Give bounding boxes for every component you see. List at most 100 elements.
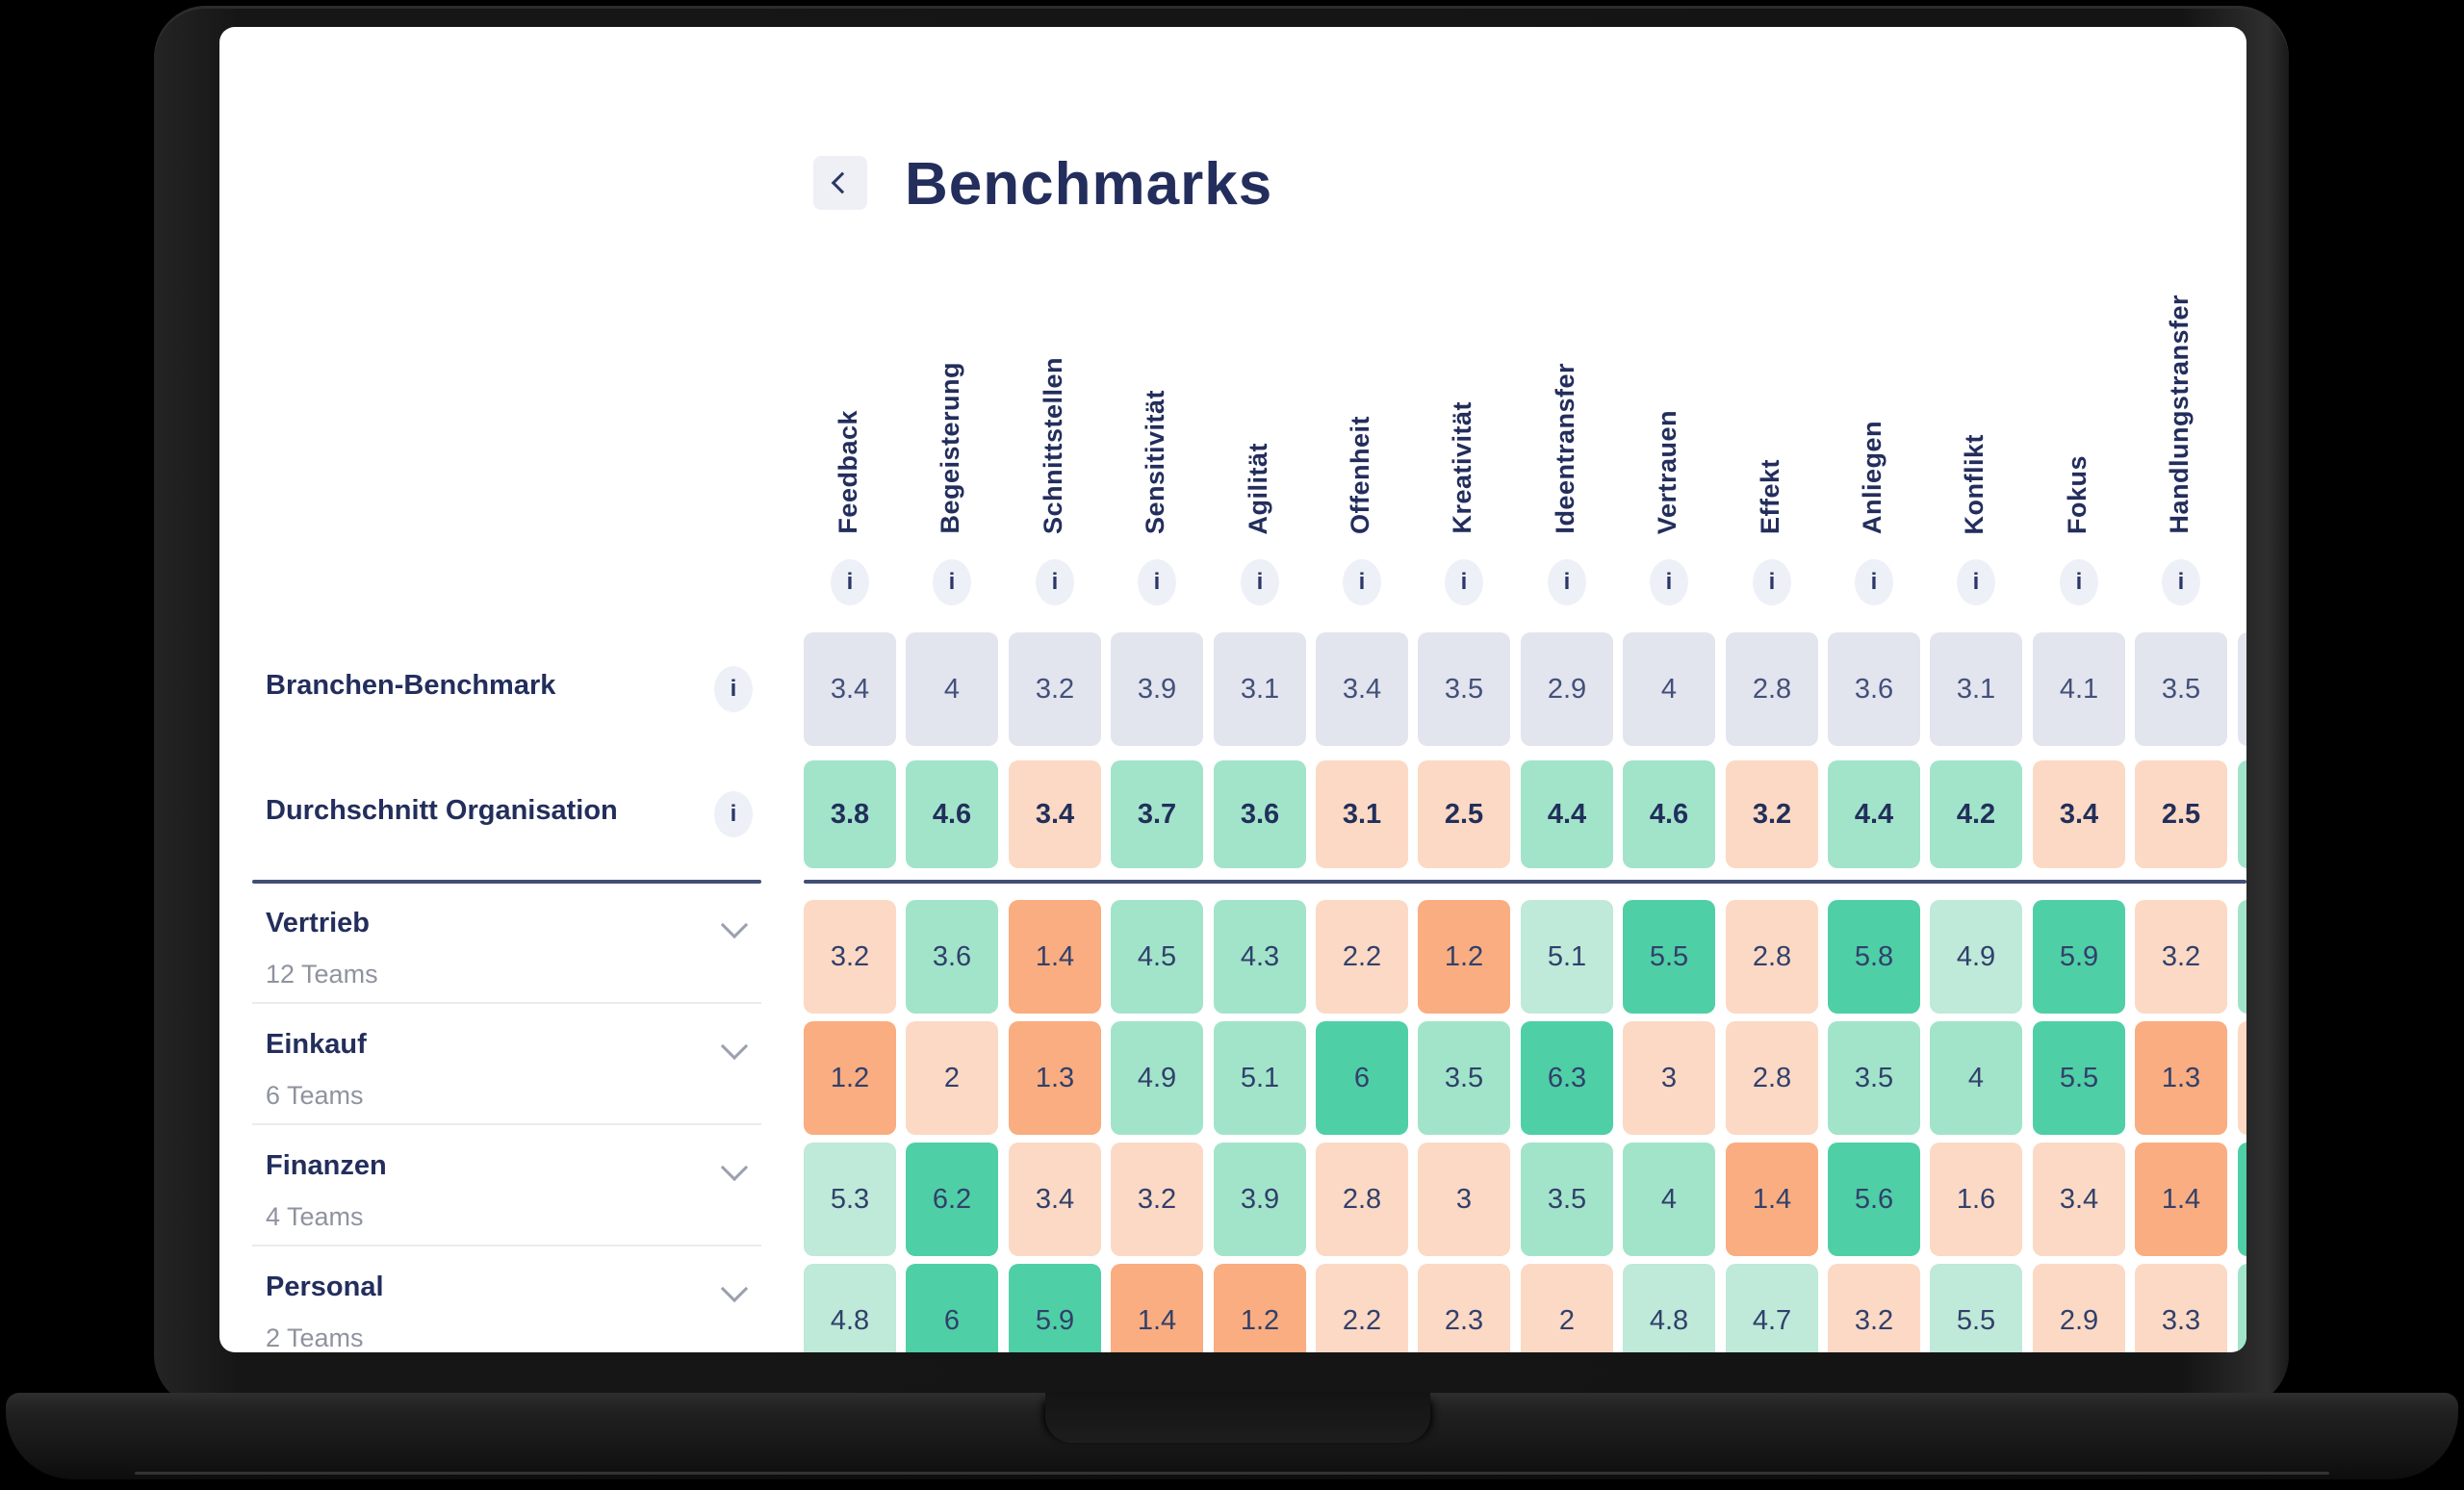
heatmap-cell: 4	[1623, 1143, 1715, 1256]
heatmap-cell: 5.3	[804, 1143, 896, 1256]
heatmap-cell: 5.5	[1930, 1264, 2022, 1352]
heatmap-cell: 6.2	[906, 1143, 998, 1256]
column-header-effekt: Effekt	[1756, 458, 1784, 534]
heatmap-cell: 5.8	[1828, 900, 1920, 1014]
heatmap-cell: 2.8	[1726, 1021, 1818, 1135]
benchmark-row-label: Branchen-Benchmark	[266, 670, 556, 701]
column-info-icon[interactable]: i	[1241, 559, 1279, 605]
laptop-screen: Benchmarks Feedback i Begeisterung i Schnitt…	[219, 27, 2246, 1352]
column-info-icon[interactable]: i	[1036, 559, 1074, 605]
column-header-begeisterung: Begeisterung	[936, 362, 964, 534]
heatmap-cell: 3.2	[1726, 760, 1818, 868]
heatmap-cell-partial	[2238, 900, 2246, 1014]
group-name-personal[interactable]: Personal	[266, 1272, 384, 1302]
heatmap-cell: 1.3	[2135, 1021, 2227, 1135]
column-header-schnittstellen: Schnittstellen	[1039, 356, 1067, 534]
heatmap-cell: 3.2	[804, 900, 896, 1014]
heatmap-cell: 3.9	[1111, 632, 1203, 746]
average-row-label: Durchschnitt Organisation	[266, 795, 618, 826]
heatmap-cell: 4	[906, 632, 998, 746]
heatmap-cell: 3.4	[804, 632, 896, 746]
heatmap-cell: 3.8	[804, 760, 896, 868]
column-header-handlungstransfer: Handlungstransfer	[2165, 295, 2194, 534]
heatmap-cell: 3.2	[2135, 900, 2227, 1014]
column-info-icon[interactable]: i	[1548, 559, 1586, 605]
heatmap-cell: 2.2	[1316, 1264, 1408, 1352]
heatmap-cell: 5.9	[2033, 900, 2125, 1014]
heatmap-cell: 1.2	[1214, 1264, 1306, 1352]
column-info-icon[interactable]: i	[831, 559, 869, 605]
heatmap-cell: 4.5	[1111, 900, 1203, 1014]
heatmap-cell: 3.4	[2033, 760, 2125, 868]
heatmap-cell: 5.6	[1828, 1143, 1920, 1256]
group-section-divider	[252, 1002, 761, 1004]
heatmap-cell: 3.4	[1009, 1143, 1101, 1256]
heatmap-cell: 4.6	[1623, 760, 1715, 868]
heatmap-cell: 2	[906, 1021, 998, 1135]
heatmap-cell-partial	[2238, 1264, 2246, 1352]
heatmap-cell-partial	[2238, 1021, 2246, 1135]
heatmap-cell: 1.4	[1009, 900, 1101, 1014]
column-header-offenheit: Offenheit	[1346, 416, 1374, 534]
benchmark-info-icon[interactable]: i	[714, 666, 753, 712]
chevron-down-icon[interactable]	[720, 1032, 749, 1061]
chevron-down-icon[interactable]	[720, 1153, 749, 1182]
heatmap-cell: 5.9	[1009, 1264, 1101, 1352]
heatmap-cell: 2.8	[1726, 632, 1818, 746]
group-section-divider	[252, 1245, 761, 1246]
back-button[interactable]	[813, 156, 867, 210]
heatmap-cell: 2.2	[1316, 900, 1408, 1014]
heatmap-cell: 3.3	[2135, 1264, 2227, 1352]
heatmap-cell: 4.8	[1623, 1264, 1715, 1352]
heatmap-cell: 3.5	[1418, 632, 1510, 746]
chevron-left-icon	[831, 171, 854, 194]
laptop-base	[6, 1393, 2458, 1479]
heatmap-cell: 6	[906, 1264, 998, 1352]
heatmap-cell: 4	[1930, 1021, 2022, 1135]
heatmap-cell: 3.2	[1009, 632, 1101, 746]
group-name-finanzen[interactable]: Finanzen	[266, 1150, 387, 1181]
heatmap-cell: 1.4	[2135, 1143, 2227, 1256]
group-name-vertrieb[interactable]: Vertrieb	[266, 908, 370, 938]
heatmap-cell: 1.2	[804, 1021, 896, 1135]
column-info-icon[interactable]: i	[1343, 559, 1381, 605]
column-header-anliegen: Anliegen	[1858, 420, 1886, 534]
heatmap-cell: 2.8	[1726, 900, 1818, 1014]
heatmap-cell: 3.4	[1009, 760, 1101, 868]
average-info-icon[interactable]: i	[714, 791, 753, 837]
heatmap-cell: 4.3	[1214, 900, 1306, 1014]
heatmap-cell: 4.9	[1111, 1021, 1203, 1135]
column-info-icon[interactable]: i	[1138, 559, 1176, 605]
column-header-kreativität: Kreativität	[1448, 401, 1476, 534]
heatmap-cell: 3.4	[1316, 632, 1408, 746]
chevron-down-icon[interactable]	[720, 911, 749, 939]
column-info-icon[interactable]: i	[1445, 559, 1483, 605]
heatmap-cell: 2.5	[1418, 760, 1510, 868]
column-header-ideentransfer: Ideentransfer	[1551, 363, 1579, 534]
column-info-icon[interactable]: i	[933, 559, 971, 605]
column-header-vertrauen: Vertrauen	[1653, 409, 1681, 534]
group-team-count: 12 Teams	[266, 960, 378, 989]
heatmap-cell: 2.9	[1521, 632, 1613, 746]
column-info-icon[interactable]: i	[1855, 559, 1893, 605]
heatmap-cell: 5.1	[1521, 900, 1613, 1014]
column-header-sensitivität: Sensitivität	[1141, 389, 1169, 534]
heatmap-cell: 5.5	[2033, 1021, 2125, 1135]
heatmap-cell: 4.6	[906, 760, 998, 868]
heatmap-cell: 3.6	[906, 900, 998, 1014]
group-name-einkauf[interactable]: Einkauf	[266, 1029, 367, 1060]
column-info-icon[interactable]: i	[1650, 559, 1688, 605]
column-info-icon[interactable]: i	[1753, 559, 1791, 605]
heatmap-cell: 3.5	[2135, 632, 2227, 746]
heatmap-cell: 4.7	[1726, 1264, 1818, 1352]
column-info-icon[interactable]: i	[2060, 559, 2098, 605]
heatmap-cell: 2.8	[1316, 1143, 1408, 1256]
heatmap-cell: 3.2	[1111, 1143, 1203, 1256]
chevron-down-icon[interactable]	[720, 1274, 749, 1303]
heatmap-cell: 3.1	[1214, 632, 1306, 746]
heatmap-cell: 3.1	[1930, 632, 2022, 746]
heatmap-cell: 3	[1418, 1143, 1510, 1256]
heatmap-cell: 3.2	[1828, 1264, 1920, 1352]
column-info-icon[interactable]: i	[2162, 559, 2200, 605]
column-info-icon[interactable]: i	[1957, 559, 1995, 605]
